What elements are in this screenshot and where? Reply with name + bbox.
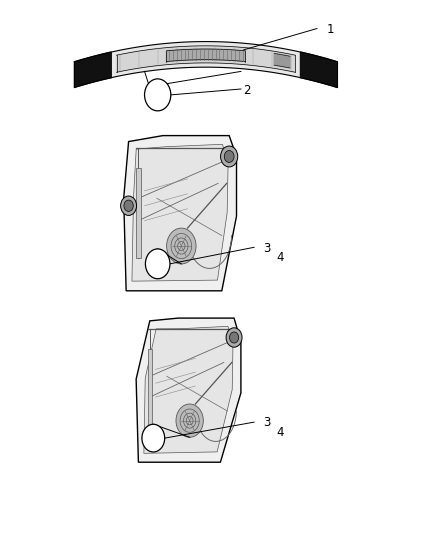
- Text: 1: 1: [326, 23, 334, 36]
- Circle shape: [145, 249, 170, 279]
- Text: 3: 3: [263, 416, 270, 430]
- Circle shape: [120, 196, 137, 215]
- Bar: [148, 349, 152, 432]
- Polygon shape: [300, 52, 337, 87]
- Polygon shape: [166, 49, 245, 61]
- Circle shape: [166, 228, 196, 264]
- Polygon shape: [274, 53, 290, 68]
- Circle shape: [221, 146, 238, 167]
- Text: 2: 2: [243, 84, 251, 97]
- Bar: [136, 168, 141, 258]
- Text: 4: 4: [276, 251, 283, 264]
- Polygon shape: [74, 52, 111, 87]
- Polygon shape: [74, 42, 337, 87]
- Polygon shape: [117, 46, 295, 72]
- Text: 4: 4: [276, 426, 283, 439]
- Polygon shape: [132, 144, 228, 281]
- Text: 3: 3: [263, 241, 270, 255]
- Circle shape: [226, 328, 242, 347]
- Circle shape: [124, 200, 133, 212]
- Polygon shape: [144, 326, 233, 454]
- Circle shape: [142, 424, 165, 452]
- Circle shape: [230, 332, 239, 343]
- Polygon shape: [136, 318, 241, 462]
- Circle shape: [145, 79, 171, 111]
- Polygon shape: [124, 135, 237, 291]
- Circle shape: [176, 404, 203, 437]
- Circle shape: [224, 150, 234, 163]
